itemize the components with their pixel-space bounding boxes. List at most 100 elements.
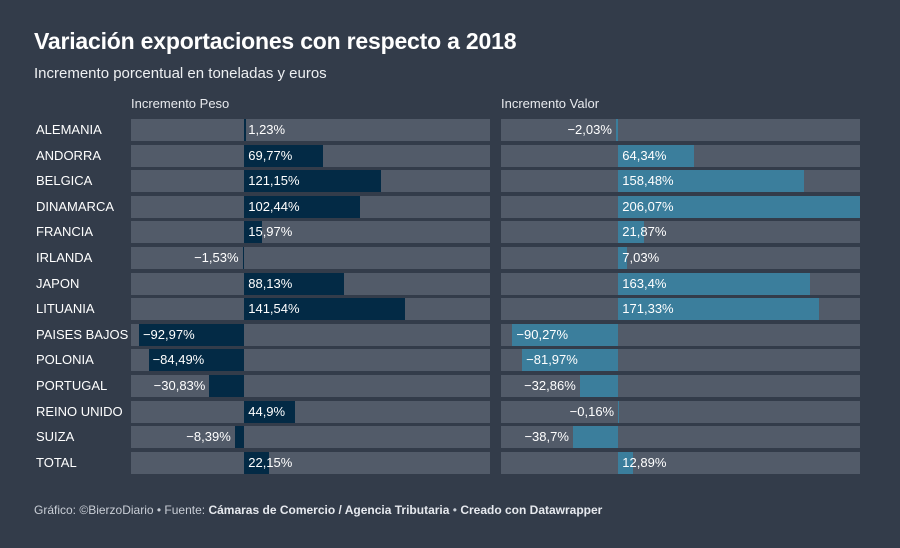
value-label-peso: 22,15%	[248, 455, 293, 470]
bar-track-peso: 121,15%	[131, 170, 490, 192]
value-label-valor: −0,16%	[569, 404, 615, 419]
value-label-valor: 21,87%	[622, 224, 667, 239]
footer: Gráfico: ©BierzoDiario • Fuente: Cámaras…	[34, 503, 602, 517]
value-label-valor: −38,7%	[524, 429, 569, 444]
bar-peso	[244, 401, 296, 423]
row-label: FRANCIA	[36, 224, 94, 239]
value-label-valor: 64,34%	[622, 148, 667, 163]
row-label: ALEMANIA	[36, 122, 102, 137]
footer-source: Cámaras de Comercio / Agencia Tributaria	[208, 503, 450, 517]
column-header-valor: Incremento Valor	[501, 96, 600, 111]
bar-track-valor: −38,7%	[501, 426, 860, 448]
row-label: SUIZA	[36, 429, 75, 444]
bar-peso	[244, 221, 263, 243]
bar-valor	[572, 426, 619, 448]
bar-track-peso: 44,9%	[131, 401, 490, 423]
bar-valor	[618, 145, 694, 167]
row-label: PAISES BAJOS	[36, 327, 129, 342]
bar-valor	[615, 119, 619, 141]
value-label-valor: 7,03%	[622, 250, 660, 265]
bar-track-valor: 158,48%	[501, 170, 860, 192]
value-label-valor: 12,89%	[622, 455, 667, 470]
bar-track-valor: 163,4%	[501, 273, 860, 295]
value-label-valor: −81,97%	[526, 352, 578, 367]
bar-peso	[244, 273, 345, 295]
value-label-peso: 1,23%	[248, 122, 286, 137]
row-label: LITUANIA	[36, 301, 95, 316]
value-label-peso: −1,53%	[194, 250, 239, 265]
bar-track-peso: −92,97%	[131, 324, 490, 346]
row-label: REINO UNIDO	[36, 404, 123, 419]
bar-track-valor: −32,86%	[501, 375, 860, 397]
bar-track-valor: 12,89%	[501, 452, 860, 474]
bar-peso	[244, 298, 405, 320]
bar-track-valor: 64,34%	[501, 145, 860, 167]
bar-track-valor: −90,27%	[501, 324, 860, 346]
bar-track-peso: −1,53%	[131, 247, 490, 269]
chart-title: Variación exportaciones con respecto a 2…	[34, 28, 517, 54]
bar-track-valor: 7,03%	[501, 247, 860, 269]
bar-valor	[618, 273, 810, 295]
value-label-peso: −84,49%	[152, 352, 205, 367]
row-label: BELGICA	[36, 173, 93, 188]
row-label: JAPON	[36, 276, 80, 291]
value-label-peso: 102,44%	[248, 199, 300, 214]
bar-valor	[618, 221, 644, 243]
value-label-peso: −30,83%	[153, 378, 206, 393]
bar-valor	[618, 401, 620, 423]
bar-peso	[244, 145, 324, 167]
value-label-peso: 44,9%	[248, 404, 286, 419]
bar-peso	[209, 375, 245, 397]
row-label: DINAMARCA	[36, 199, 115, 214]
value-label-valor: −32,86%	[524, 378, 576, 393]
bar-peso	[244, 196, 361, 218]
value-label-peso: 69,77%	[248, 148, 293, 163]
bar-valor	[522, 349, 619, 371]
value-label-valor: 171,33%	[622, 301, 674, 316]
footer-prefix: Gráfico: ©BierzoDiario • Fuente:	[34, 503, 209, 517]
bar-valor	[512, 324, 619, 346]
bar-track-peso: −8,39%	[131, 426, 490, 448]
bar-track-peso: 1,23%	[131, 119, 490, 141]
bar-track-valor: −0,16%	[501, 401, 860, 423]
chart-subtitle: Incremento porcentual en toneladas y eur…	[34, 65, 327, 82]
row-label: POLONIA	[36, 352, 94, 367]
bar-valor	[618, 170, 805, 192]
row-label: IRLANDA	[36, 250, 93, 265]
value-label-valor: −2,03%	[567, 122, 612, 137]
bar-track-valor: −81,97%	[501, 349, 860, 371]
row-label: ANDORRA	[36, 148, 102, 163]
column-header-peso: Incremento Peso	[131, 96, 230, 111]
bar-track-peso: 102,44%	[131, 196, 490, 218]
bar-valor	[618, 452, 634, 474]
bar-peso	[244, 452, 270, 474]
bar-track-valor: 206,07%	[501, 196, 860, 218]
footer-separator: •	[449, 503, 461, 517]
bar-valor	[579, 375, 619, 397]
value-label-peso: 141,54%	[248, 301, 300, 316]
bar-peso	[148, 349, 245, 371]
bar-valor	[618, 247, 627, 269]
bar-peso	[234, 426, 245, 448]
bar-track-peso: 22,15%	[131, 452, 490, 474]
value-label-peso: 121,15%	[248, 173, 300, 188]
value-label-peso: 88,13%	[248, 276, 293, 291]
bar-peso	[242, 247, 245, 269]
value-label-valor: 158,48%	[622, 173, 674, 188]
value-label-valor: 206,07%	[622, 199, 674, 214]
bar-track-peso: 141,54%	[131, 298, 490, 320]
bar-track-peso: 69,77%	[131, 145, 490, 167]
bar-track-valor: −2,03%	[501, 119, 860, 141]
bar-peso	[244, 170, 382, 192]
bar-peso	[244, 119, 246, 141]
bar-valor	[618, 196, 860, 218]
bar-track-peso: 15,97%	[131, 221, 490, 243]
bar-track-peso: −30,83%	[131, 375, 490, 397]
bar-peso	[138, 324, 245, 346]
value-label-peso: 15,97%	[248, 224, 293, 239]
bar-track-peso: 88,13%	[131, 273, 490, 295]
row-label: PORTUGAL	[36, 378, 108, 393]
footer-credit: Creado con Datawrapper	[460, 503, 603, 517]
row-label: TOTAL	[36, 455, 77, 470]
value-label-valor: 163,4%	[622, 276, 667, 291]
